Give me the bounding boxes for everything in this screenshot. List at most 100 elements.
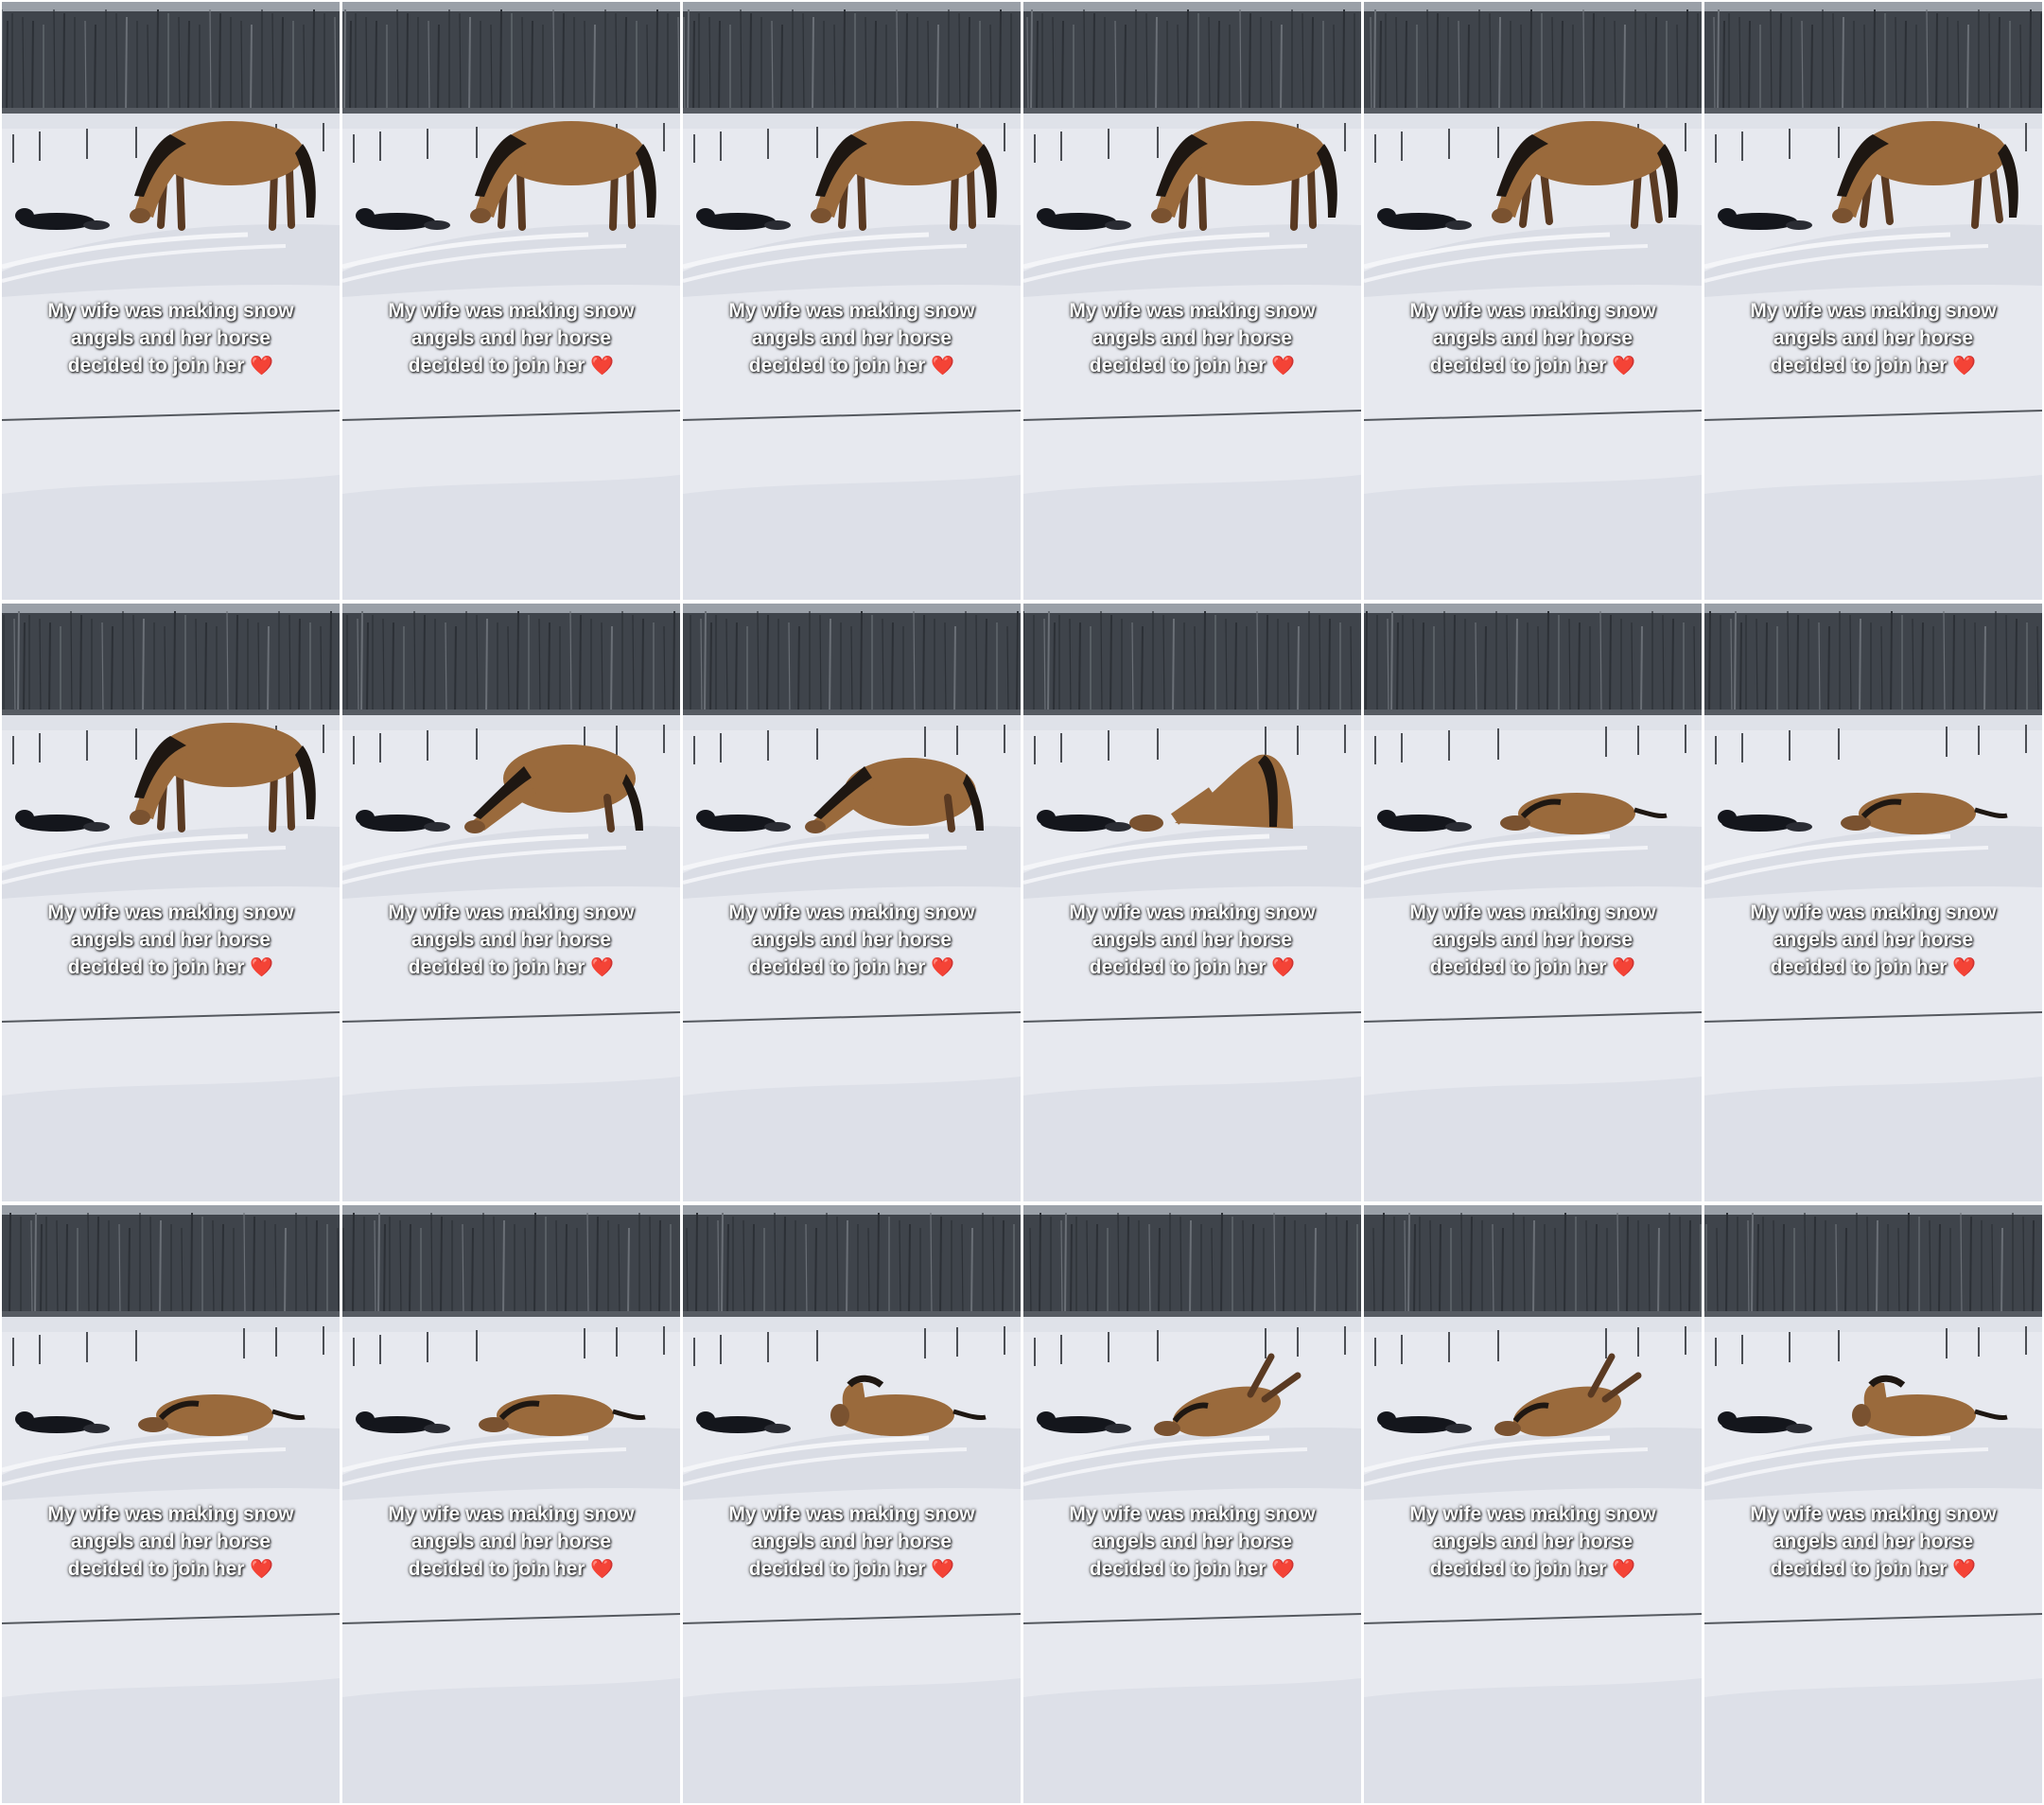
tree-base: [683, 710, 1021, 717]
snow-drift: [683, 1427, 1021, 1500]
person-in-snow: [1718, 1411, 1812, 1433]
tree-trunks: [346, 610, 675, 716]
foreground-snow: [1364, 475, 1702, 600]
caption: My wife was making snow angels and her h…: [1033, 297, 1352, 380]
person-in-snow: [696, 1411, 791, 1433]
heart-emoji: ❤️: [1271, 356, 1296, 377]
tree-base: [1704, 1311, 2042, 1319]
caption: My wife was making snow angels and her h…: [11, 297, 330, 380]
person-in-snow: [1037, 1411, 1131, 1433]
horse: [830, 1375, 987, 1436]
snow-drift: [342, 1427, 680, 1500]
tree-trunks: [683, 9, 1012, 114]
foreground-snow: [1704, 475, 2042, 600]
video-frame-7: My wife was making snow angels and her h…: [2, 604, 340, 1201]
tree-line: [1704, 613, 2042, 715]
video-frame-17: My wife was making snow angels and her h…: [1364, 1205, 1702, 1803]
wire: [1364, 1011, 1702, 1023]
caption: My wife was making snow angels and her h…: [352, 297, 671, 380]
wire: [2, 1011, 340, 1023]
tree-trunks: [686, 1212, 1015, 1318]
fence: [1374, 725, 1686, 764]
foreground-snow: [342, 1678, 680, 1803]
person-in-snow: [1037, 208, 1131, 230]
wire: [683, 1011, 1021, 1023]
snow-scene: [342, 2, 680, 600]
snow-drift: [1364, 1427, 1702, 1500]
tree-trunks: [1365, 610, 1696, 716]
snow-drift: [342, 825, 680, 899]
fence: [1034, 1326, 1346, 1366]
tree-trunks: [3, 610, 332, 716]
video-frame-4: My wife was making snow angels and her h…: [1023, 2, 1361, 600]
caption-text: My wife was making snow angels and her h…: [47, 1503, 294, 1580]
caption-text: My wife was making snow angels and her h…: [47, 300, 294, 377]
tree-base: [2, 108, 340, 115]
wire: [1704, 1613, 2042, 1624]
horse: [130, 121, 316, 231]
person-in-snow: [696, 208, 791, 230]
foreground-snow: [1704, 1077, 2042, 1201]
tree-trunks: [690, 610, 1019, 716]
caption-text: My wife was making snow angels and her h…: [1409, 902, 1656, 978]
heart-emoji: ❤️: [931, 356, 955, 377]
person-in-snow: [1037, 810, 1131, 832]
foreground-snow: [683, 1678, 1021, 1803]
snow-scene: [683, 2, 1021, 600]
snow-drift: [1704, 1427, 2042, 1500]
video-frame-3: My wife was making snow angels and her h…: [683, 2, 1021, 600]
tree-trunks: [343, 9, 680, 114]
tree-base: [1364, 1311, 1702, 1319]
wire: [1704, 410, 2042, 421]
heart-emoji: ❤️: [1952, 356, 1977, 377]
heart-emoji: ❤️: [250, 1559, 274, 1580]
caption-text: My wife was making snow angels and her h…: [1409, 300, 1656, 377]
foreground-snow: [2, 1678, 340, 1803]
caption: My wife was making snow angels and her h…: [1373, 899, 1692, 982]
wire: [1023, 1613, 1361, 1624]
tree-line: [1704, 1215, 2042, 1317]
heart-emoji: ❤️: [590, 1559, 615, 1580]
caption: My wife was making snow angels and her h…: [692, 1500, 1011, 1584]
person-in-snow: [1377, 1411, 1472, 1433]
person-in-snow: [1377, 208, 1472, 230]
caption: My wife was making snow angels and her h…: [1714, 297, 2033, 380]
caption-text: My wife was making snow angels and her h…: [728, 902, 975, 978]
snow-scene: [683, 1205, 1021, 1803]
foreground-snow: [342, 1077, 680, 1201]
tree-base: [1364, 108, 1702, 115]
horse: [1129, 754, 1293, 832]
heart-emoji: ❤️: [931, 1559, 955, 1580]
video-frame-13: My wife was making snow angels and her h…: [2, 1205, 340, 1803]
tree-base: [683, 1311, 1021, 1319]
caption: My wife was making snow angels and her h…: [11, 899, 330, 982]
caption-text: My wife was making snow angels and her h…: [1750, 300, 1997, 377]
heart-emoji: ❤️: [590, 356, 615, 377]
foreground-snow: [1364, 1077, 1702, 1201]
snow-drift: [1704, 825, 2042, 899]
caption: My wife was making snow angels and her h…: [1033, 899, 1352, 982]
heart-emoji: ❤️: [1612, 1559, 1636, 1580]
snow-drift: [1364, 825, 1702, 899]
caption-text: My wife was making snow angels and her h…: [1069, 1503, 1316, 1580]
caption-text: My wife was making snow angels and her h…: [47, 902, 294, 978]
snow-scene: [1023, 2, 1361, 600]
tree-trunks: [2, 9, 337, 114]
wire: [342, 410, 680, 421]
caption-text: My wife was making snow angels and her h…: [1069, 300, 1316, 377]
horse: [1151, 121, 1337, 231]
wire: [342, 1613, 680, 1624]
video-frame-14: My wife was making snow angels and her h…: [342, 1205, 680, 1803]
snow-scene: [2, 604, 340, 1201]
tree-base: [342, 108, 680, 115]
foreground-snow: [342, 475, 680, 600]
fence: [12, 1326, 324, 1366]
person-in-snow: [15, 810, 110, 832]
caption: My wife was making snow angels and her h…: [1373, 1500, 1692, 1584]
foreground-snow: [2, 475, 340, 600]
video-frame-8: My wife was making snow angels and her h…: [342, 604, 680, 1201]
wire: [342, 1011, 680, 1023]
wire: [1023, 1011, 1361, 1023]
caption: My wife was making snow angels and her h…: [692, 297, 1011, 380]
horse: [811, 121, 997, 231]
